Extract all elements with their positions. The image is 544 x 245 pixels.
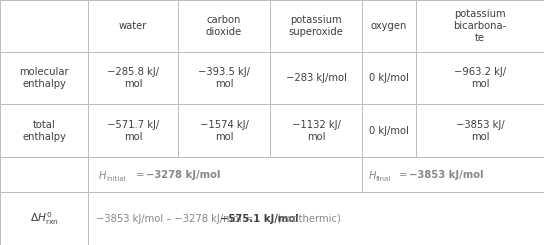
Bar xyxy=(88,192,544,245)
Text: −571.7 kJ/
mol: −571.7 kJ/ mol xyxy=(107,120,159,142)
Text: water: water xyxy=(119,21,147,31)
Text: molecular
enthalpy: molecular enthalpy xyxy=(19,67,69,89)
Bar xyxy=(270,104,362,157)
Text: $H$: $H$ xyxy=(368,169,377,181)
Bar xyxy=(0,52,88,104)
Text: 0 kJ/mol: 0 kJ/mol xyxy=(369,125,409,135)
Text: −3853 kJ/mol – −3278 kJ/mol =: −3853 kJ/mol – −3278 kJ/mol = xyxy=(96,213,256,223)
Bar xyxy=(270,0,362,52)
Bar xyxy=(88,157,362,192)
Text: total
enthalpy: total enthalpy xyxy=(22,120,66,142)
Bar xyxy=(88,104,178,157)
Text: initial: initial xyxy=(106,175,126,182)
Bar xyxy=(0,0,88,52)
Text: −575.1 kJ/mol: −575.1 kJ/mol xyxy=(220,213,299,223)
Text: potassium
superoxide: potassium superoxide xyxy=(288,15,343,37)
Text: −963.2 kJ/
mol: −963.2 kJ/ mol xyxy=(454,67,506,89)
Text: $H$: $H$ xyxy=(98,169,107,181)
Text: −3853 kJ/mol: −3853 kJ/mol xyxy=(409,170,484,180)
Bar xyxy=(362,157,544,192)
Bar xyxy=(178,104,270,157)
Bar xyxy=(178,52,270,104)
Text: potassium
bicarbona-
te: potassium bicarbona- te xyxy=(453,9,506,43)
Text: −393.5 kJ/
mol: −393.5 kJ/ mol xyxy=(198,67,250,89)
Text: −1574 kJ/
mol: −1574 kJ/ mol xyxy=(200,120,249,142)
Bar xyxy=(416,52,544,104)
Text: =: = xyxy=(133,170,147,180)
Text: −283 kJ/mol: −283 kJ/mol xyxy=(286,73,347,83)
Text: =: = xyxy=(396,170,411,180)
Bar xyxy=(416,0,544,52)
Bar xyxy=(178,0,270,52)
Bar xyxy=(270,52,362,104)
Bar xyxy=(362,52,416,104)
Bar xyxy=(362,0,416,52)
Bar xyxy=(362,104,416,157)
Text: −3278 kJ/mol: −3278 kJ/mol xyxy=(146,170,220,180)
Text: 0 kJ/mol: 0 kJ/mol xyxy=(369,73,409,83)
Bar xyxy=(88,52,178,104)
Bar xyxy=(88,0,178,52)
Text: −3853 kJ/
mol: −3853 kJ/ mol xyxy=(456,120,504,142)
Text: −285.8 kJ/
mol: −285.8 kJ/ mol xyxy=(107,67,159,89)
Text: $\Delta H^0_\mathrm{rxn}$: $\Delta H^0_\mathrm{rxn}$ xyxy=(29,210,58,227)
Text: −1132 kJ/
mol: −1132 kJ/ mol xyxy=(292,120,341,142)
Bar xyxy=(416,104,544,157)
Text: (exothermic): (exothermic) xyxy=(275,213,341,223)
Text: final: final xyxy=(376,175,391,182)
Bar xyxy=(0,157,88,192)
Bar xyxy=(0,104,88,157)
Text: carbon
dioxide: carbon dioxide xyxy=(206,15,242,37)
Text: oxygen: oxygen xyxy=(371,21,407,31)
Bar xyxy=(0,192,88,245)
